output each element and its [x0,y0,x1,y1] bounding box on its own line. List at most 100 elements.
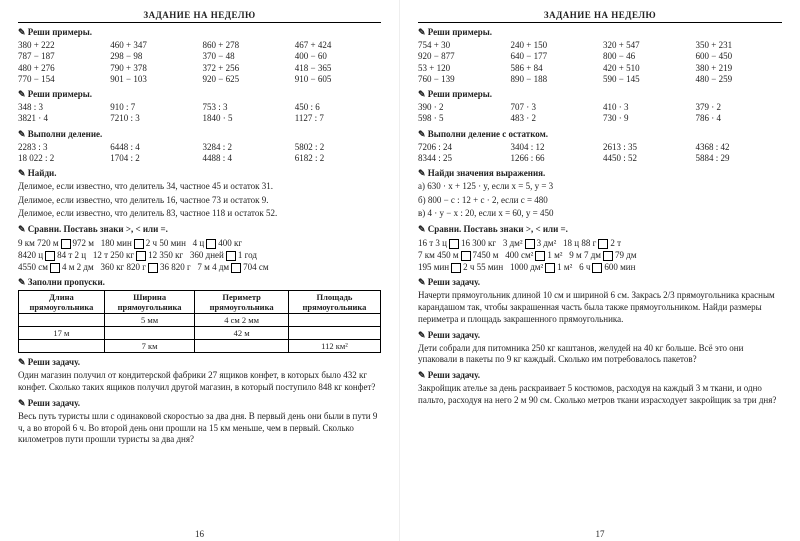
blank-box [545,263,555,273]
compare-row: 4550 см4 м 2 дм 360 кг 820 г36 820 г 7 м… [18,261,381,273]
expr: 400 − 60 [295,51,381,62]
expr: 910 − 605 [295,74,381,85]
th: Длина прямоугольника [19,291,105,314]
expr: 8344 : 25 [418,153,505,164]
text-line: Делимое, если известно, что делитель 34,… [18,181,381,193]
section-title: Реши задачу. [418,330,782,341]
section-title: Реши задачу. [418,370,782,381]
expr: 760 − 139 [418,74,505,85]
blank-box [61,239,71,249]
expr: 920 − 877 [418,51,505,62]
expr: 6448 : 4 [110,142,196,153]
blank-box [449,239,459,249]
expr: 480 − 259 [696,74,783,85]
expr: 640 − 177 [511,51,598,62]
examples-block: 2283 : 318 022 : 2 6448 : 41704 : 2 3284… [18,142,381,165]
expr: 598 · 5 [418,113,505,124]
expr: 1840 · 5 [203,113,289,124]
compare-row: 195 мин2 ч 55 мин 1000 дм²1 м² 6 ч600 ми… [418,261,782,273]
expr: 420 + 510 [603,63,690,74]
expr: 348 : 3 [18,102,104,113]
section-title: Выполни деление с остатком. [418,129,782,140]
expr: 754 + 30 [418,40,505,51]
blank-box [535,251,545,261]
section-title: Реши примеры. [418,89,782,100]
expr: 730 · 9 [603,113,690,124]
section-title: Реши задачу. [18,398,381,409]
compare-row: 16 т 3 ц16 300 кг 3 дм²3 дм² 18 ц 88 г2 … [418,237,782,249]
expr: 450 : 6 [295,102,381,113]
expr: 770 − 154 [18,74,104,85]
section-title: Реши примеры. [18,27,381,38]
expr: 707 · 3 [511,102,598,113]
expr: 910 : 7 [110,102,196,113]
expr: 4368 : 42 [696,142,783,153]
expr: 860 + 278 [203,40,289,51]
expr: 753 : 3 [203,102,289,113]
expr: 480 + 276 [18,63,104,74]
expr: 2613 : 35 [603,142,690,153]
expr: 379 · 2 [696,102,783,113]
expr: 350 + 231 [696,40,783,51]
section-title: Найди значения выражения. [418,168,782,179]
blank-box [592,263,602,273]
expr: 7206 : 24 [418,142,505,153]
text-line: Делимое, если известно, что делитель 83,… [18,208,381,220]
section-title: Выполни деление. [18,129,381,140]
expr: 6182 : 2 [295,153,381,164]
page-left: ЗАДАНИЕ НА НЕДЕЛЮ Реши примеры. 380 + 22… [0,0,400,541]
expr: 298 − 98 [110,51,196,62]
td [195,340,289,353]
examples-block: 7206 : 248344 : 25 3404 : 121266 : 66 26… [418,142,782,165]
td: 17 м [19,327,105,340]
problem-text: Весь путь туристы шли с одинаковой скоро… [18,411,381,446]
td [19,340,105,353]
section-title: Найди. [18,168,381,179]
expr: 4488 : 4 [203,153,289,164]
page-header-right: ЗАДАНИЕ НА НЕДЕЛЮ [418,10,782,23]
text-line: Делимое, если известно, что делитель 16,… [18,195,381,207]
expr: 3404 : 12 [511,142,598,153]
th: Площадь прямоугольника [288,291,380,314]
section-title: Реши примеры. [418,27,782,38]
text-line: б) 800 − c : 12 + c · 2, если c = 480 [418,195,782,207]
expr: 4450 : 52 [603,153,690,164]
examples-block: 390 · 2598 · 5 707 · 3483 · 2 410 · 3730… [418,102,782,125]
expr: 3284 : 2 [203,142,289,153]
blank-box [231,263,241,273]
expr: 3821 · 4 [18,113,104,124]
th: Ширина прямоугольника [104,291,194,314]
problem-text: Начерти прямоугольник длиной 10 см и шир… [418,290,782,325]
expr: 2283 : 3 [18,142,104,153]
expr: 1704 : 2 [110,153,196,164]
rectangle-table: Длина прямоугольникаШирина прямоугольник… [18,290,381,353]
expr: 18 022 : 2 [18,153,104,164]
problem-text: Дети собрали для питомника 250 кг каштан… [418,343,782,366]
text-line: в) 4 · y − x : 20, если x = 60, y = 450 [418,208,782,220]
expr: 890 − 188 [511,74,598,85]
problem-text: Один магазин получил от кондитерской фаб… [18,370,381,393]
expr: 410 · 3 [603,102,690,113]
td: 112 км² [288,340,380,353]
page-header-left: ЗАДАНИЕ НА НЕДЕЛЮ [18,10,381,23]
page-number: 17 [400,529,800,539]
td [19,314,105,327]
td [288,314,380,327]
page-right: ЗАДАНИЕ НА НЕДЕЛЮ Реши примеры. 754 + 30… [400,0,800,541]
td [104,327,194,340]
expr: 460 + 347 [110,40,196,51]
section-title: Заполни пропуски. [18,277,381,288]
section-title: Реши примеры. [18,89,381,100]
blank-box [50,263,60,273]
section-title: Реши задачу. [418,277,782,288]
expr: 380 + 219 [696,63,783,74]
blank-box [461,251,471,261]
blank-box [134,239,144,249]
section-title: Реши задачу. [18,357,381,368]
blank-box [451,263,461,273]
book-spread: ЗАДАНИЕ НА НЕДЕЛЮ Реши примеры. 380 + 22… [0,0,800,541]
blank-box [226,251,236,261]
problem-text: Закройщик ателье за день раскраивает 5 к… [418,383,782,406]
expr: 901 − 103 [110,74,196,85]
expr: 1266 : 66 [511,153,598,164]
